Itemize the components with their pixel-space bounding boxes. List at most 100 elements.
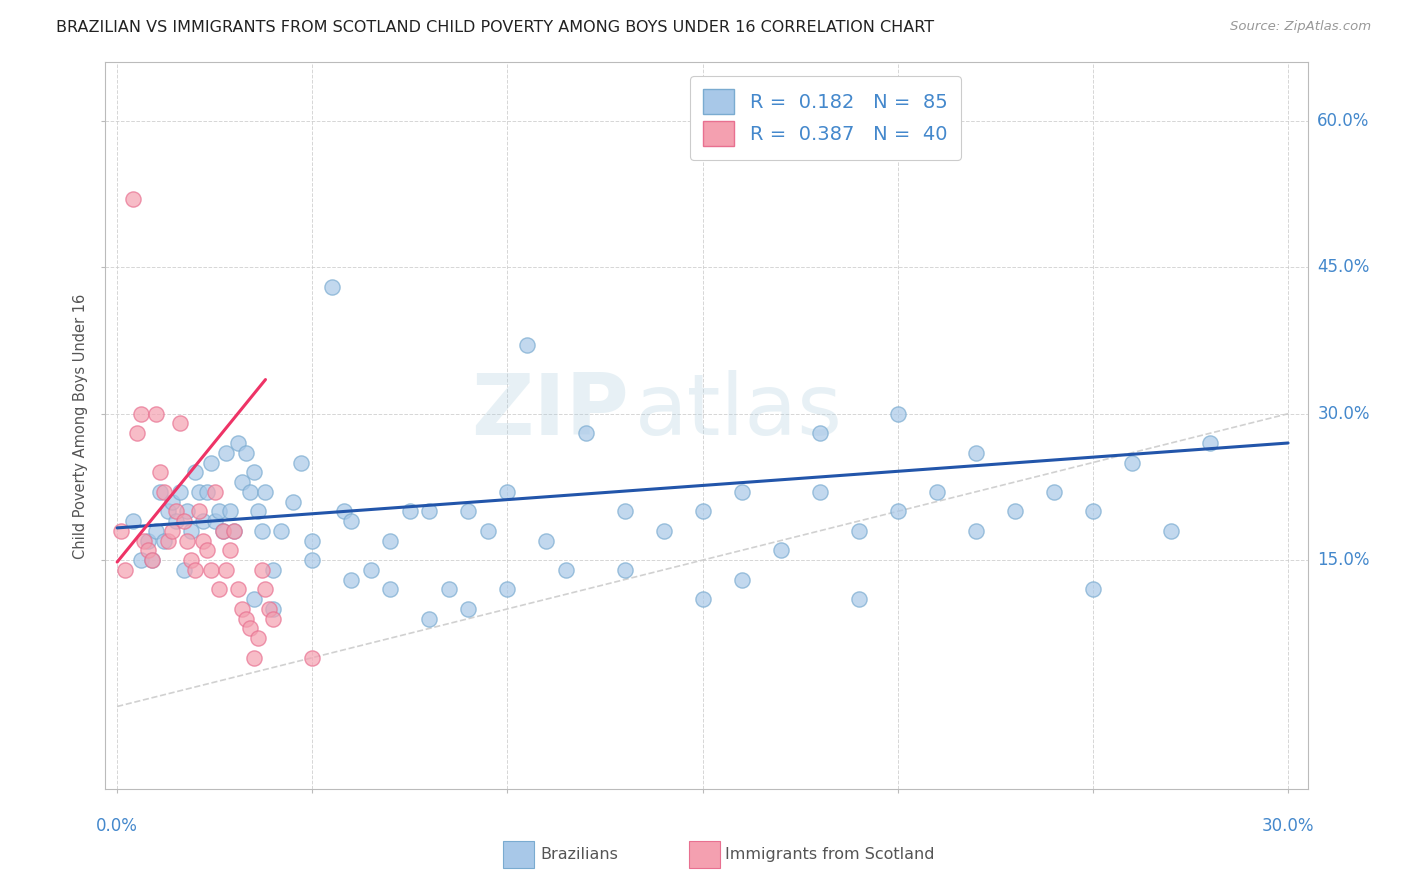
Point — [156, 504, 179, 518]
Point — [141, 553, 163, 567]
Point — [574, 426, 596, 441]
Text: 45.0%: 45.0% — [1317, 259, 1369, 277]
Point — [887, 504, 910, 518]
Point — [195, 484, 218, 499]
Point — [477, 524, 499, 538]
Point — [188, 484, 211, 499]
Point — [173, 514, 195, 528]
Y-axis label: Child Poverty Among Boys Under 16: Child Poverty Among Boys Under 16 — [73, 293, 89, 558]
Point — [1043, 484, 1066, 499]
Point — [262, 563, 284, 577]
Text: ZIP: ZIP — [471, 370, 628, 453]
Point — [200, 456, 222, 470]
Point — [231, 602, 253, 616]
Point — [204, 514, 226, 528]
Text: Brazilians: Brazilians — [540, 847, 617, 862]
Point — [231, 475, 253, 489]
Point — [145, 407, 167, 421]
Point — [200, 563, 222, 577]
Point — [121, 514, 143, 528]
Point — [250, 524, 273, 538]
Point — [180, 524, 202, 538]
Point — [808, 484, 831, 499]
Point — [184, 563, 207, 577]
Point — [211, 524, 233, 538]
Point — [138, 543, 160, 558]
Point — [149, 465, 172, 479]
Point — [769, 543, 792, 558]
Point — [254, 582, 277, 597]
Point — [224, 524, 246, 538]
Point — [536, 533, 558, 548]
Legend: R =  0.182   N =  85, R =  0.387   N =  40: R = 0.182 N = 85, R = 0.387 N = 40 — [689, 76, 962, 160]
Text: 30.0%: 30.0% — [1261, 817, 1315, 835]
Text: 15.0%: 15.0% — [1317, 551, 1369, 569]
Point — [301, 650, 323, 665]
Point — [692, 504, 714, 518]
Point — [1004, 504, 1026, 518]
Text: Source: ZipAtlas.com: Source: ZipAtlas.com — [1230, 20, 1371, 33]
Point — [301, 533, 323, 548]
Point — [160, 524, 183, 538]
Point — [965, 446, 987, 460]
Point — [226, 436, 249, 450]
Point — [173, 563, 195, 577]
Point — [887, 407, 910, 421]
Point — [242, 465, 264, 479]
Point — [262, 602, 284, 616]
Point — [145, 524, 167, 538]
Point — [219, 504, 242, 518]
Point — [208, 504, 231, 518]
Point — [254, 484, 277, 499]
Point — [195, 543, 218, 558]
Point — [321, 280, 343, 294]
Point — [125, 426, 148, 441]
Point — [516, 338, 538, 352]
Text: BRAZILIAN VS IMMIGRANTS FROM SCOTLAND CHILD POVERTY AMONG BOYS UNDER 16 CORRELAT: BRAZILIAN VS IMMIGRANTS FROM SCOTLAND CH… — [56, 20, 935, 35]
Point — [418, 612, 440, 626]
Point — [160, 494, 183, 508]
Point — [141, 553, 163, 567]
Point — [180, 553, 202, 567]
Point — [848, 592, 870, 607]
Point — [259, 602, 281, 616]
Point — [250, 563, 273, 577]
Point — [613, 504, 636, 518]
Point — [235, 612, 257, 626]
Point — [246, 504, 269, 518]
Point — [156, 533, 179, 548]
Point — [239, 621, 262, 635]
Point — [496, 484, 519, 499]
Point — [301, 553, 323, 567]
Point — [121, 192, 143, 206]
Point — [224, 524, 246, 538]
Point — [226, 582, 249, 597]
Point — [242, 592, 264, 607]
Text: 30.0%: 30.0% — [1317, 405, 1369, 423]
Point — [176, 504, 198, 518]
Point — [138, 533, 160, 548]
Point — [169, 484, 191, 499]
Point — [1199, 436, 1222, 450]
Point — [380, 533, 402, 548]
Point — [134, 533, 156, 548]
Point — [262, 612, 284, 626]
Point — [176, 533, 198, 548]
Point — [332, 504, 354, 518]
Point — [219, 543, 242, 558]
Point — [239, 484, 262, 499]
Point — [204, 484, 226, 499]
Point — [270, 524, 292, 538]
Point — [110, 524, 132, 538]
Point — [184, 465, 207, 479]
Point — [191, 514, 214, 528]
Point — [114, 563, 136, 577]
Point — [808, 426, 831, 441]
Point — [848, 524, 870, 538]
Point — [188, 504, 211, 518]
Text: 0.0%: 0.0% — [96, 817, 138, 835]
Point — [360, 563, 382, 577]
Point — [290, 456, 312, 470]
Point — [613, 563, 636, 577]
Point — [1081, 504, 1104, 518]
